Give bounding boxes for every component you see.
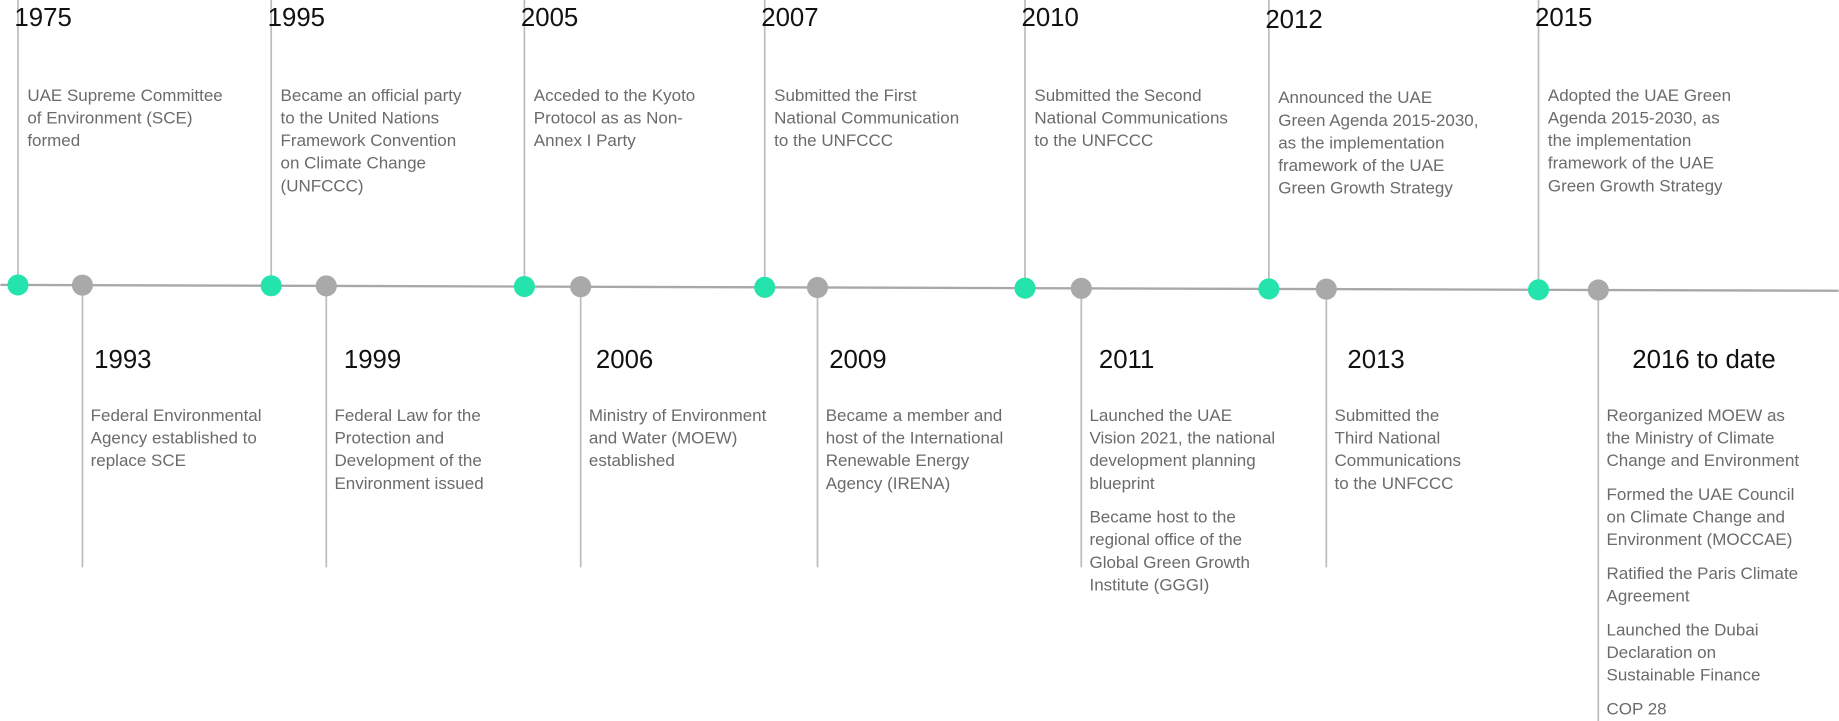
milestone-dot: [315, 275, 337, 297]
event-text: Green Growth Strategy: [1548, 176, 1723, 195]
milestone-dot: [7, 274, 29, 296]
milestone-dot: [754, 276, 776, 298]
event-text: Announced the UAE: [1278, 88, 1432, 107]
event-text: Vision 2021, the national: [1089, 429, 1275, 448]
year: 2015: [1535, 4, 1592, 32]
event-text: to the United Nations: [281, 108, 440, 127]
milestone-dot: [71, 274, 93, 296]
year: 1975: [14, 4, 71, 32]
event-text: Annex I Party: [534, 131, 636, 150]
event-text: Reorganized MOEW as: [1607, 406, 1785, 425]
event-text: (UNFCCC): [281, 176, 364, 195]
event-text: and Water (MOEW): [589, 429, 737, 448]
event-text: Protection and: [334, 429, 444, 448]
event-text: Development of the: [334, 451, 481, 470]
event-text: Federal Law for the: [334, 406, 480, 425]
event-text: Sustainable Finance: [1607, 666, 1761, 685]
milestone-dot: [1258, 278, 1280, 300]
event-text: framework of the UAE: [1548, 154, 1714, 173]
year: 1995: [268, 4, 325, 32]
event-text: of Environment (SCE): [27, 108, 192, 127]
event-text: Launched the UAE: [1089, 406, 1232, 425]
event-text: Communications: [1335, 451, 1462, 470]
event-text: Agenda 2015-2030, as: [1548, 108, 1720, 127]
year: 2011: [1099, 346, 1154, 374]
milestone-dot: [1587, 279, 1609, 301]
event-text: Submitted the: [1335, 406, 1440, 425]
event-text: Formed the UAE Council: [1607, 485, 1795, 504]
year: 2005: [521, 4, 578, 32]
event-text: to the UNFCCC: [774, 131, 893, 150]
event-text: on Climate Change and: [1607, 508, 1785, 527]
event-text: Environment (MOCCAE): [1607, 530, 1793, 549]
event-text: Ratified the Paris Climate: [1607, 564, 1799, 583]
year: 2006: [596, 346, 653, 374]
event-text: established: [589, 451, 675, 470]
event-text: UAE Supreme Committee: [27, 86, 222, 105]
milestone-dot: [1070, 277, 1092, 299]
year: 1993: [94, 346, 151, 374]
event-text: to the UNFCCC: [1034, 131, 1153, 150]
milestone-dot: [1527, 279, 1550, 301]
event-text: National Communication: [774, 108, 959, 127]
year: 2016 to date: [1632, 346, 1775, 374]
event-text: Institute (GGGI): [1089, 575, 1209, 594]
year: 2007: [761, 4, 818, 32]
event-text: National Communications: [1034, 108, 1228, 127]
event-text: Became a member and: [826, 406, 1003, 425]
year: 2009: [829, 346, 886, 374]
event-text: blueprint: [1089, 474, 1154, 493]
milestone-dot: [1315, 278, 1337, 300]
event-text: the Ministry of Climate: [1607, 429, 1775, 448]
event-text: the implementation: [1548, 131, 1692, 150]
event-text: COP 28: [1607, 699, 1667, 718]
event-text: replace SCE: [91, 451, 186, 470]
event-text: to the UNFCCC: [1335, 474, 1454, 493]
event-text: Became host to the: [1089, 508, 1235, 527]
event-text: Federal Environmental: [91, 406, 262, 425]
milestone-dot: [806, 276, 829, 299]
event-text: Ministry of Environment: [589, 406, 767, 425]
event-text: Adopted the UAE Green: [1548, 86, 1731, 105]
year: 2013: [1347, 346, 1404, 374]
event-text: Renewable Energy: [826, 451, 970, 470]
milestone-dot: [1014, 277, 1036, 299]
event-text: Agency (IRENA): [826, 474, 951, 493]
event-text: formed: [27, 131, 80, 150]
event-text: Agency established to: [91, 429, 257, 448]
event-text: development planning: [1089, 451, 1255, 470]
event-text: Submitted the Second: [1034, 86, 1201, 105]
year: 1999: [344, 346, 401, 374]
event-text: Framework Convention: [281, 131, 457, 150]
event-text: Launched the Dubai: [1607, 620, 1759, 639]
event-text: Protocol as as Non-: [534, 108, 683, 127]
event-text: Global Green Growth: [1089, 553, 1249, 572]
event-text: Green Agenda 2015-2030,: [1278, 111, 1478, 130]
event-text: Became an official party: [281, 86, 462, 105]
event-text: Declaration on: [1607, 643, 1717, 662]
event-text: as the implementation: [1278, 133, 1444, 152]
event-text: on Climate Change: [281, 154, 426, 173]
milestone-dot: [513, 276, 535, 298]
event-text: Agreement: [1607, 587, 1690, 606]
event-text: Change and Environment: [1607, 451, 1800, 470]
event-text: Green Growth Strategy: [1278, 179, 1453, 198]
event-text: Submitted the First: [774, 86, 917, 105]
milestone-dot: [260, 275, 282, 297]
event-text: regional office of the: [1089, 530, 1242, 549]
year: 2012: [1265, 6, 1322, 34]
year: 2010: [1021, 4, 1078, 32]
event-text: Environment issued: [334, 474, 483, 493]
event-text: Third National: [1335, 429, 1441, 448]
milestone-dot: [570, 276, 592, 298]
event-text: host of the International: [826, 429, 1004, 448]
event-text: Acceded to the Kyoto: [534, 86, 695, 105]
event-text: framework of the UAE: [1278, 156, 1444, 175]
